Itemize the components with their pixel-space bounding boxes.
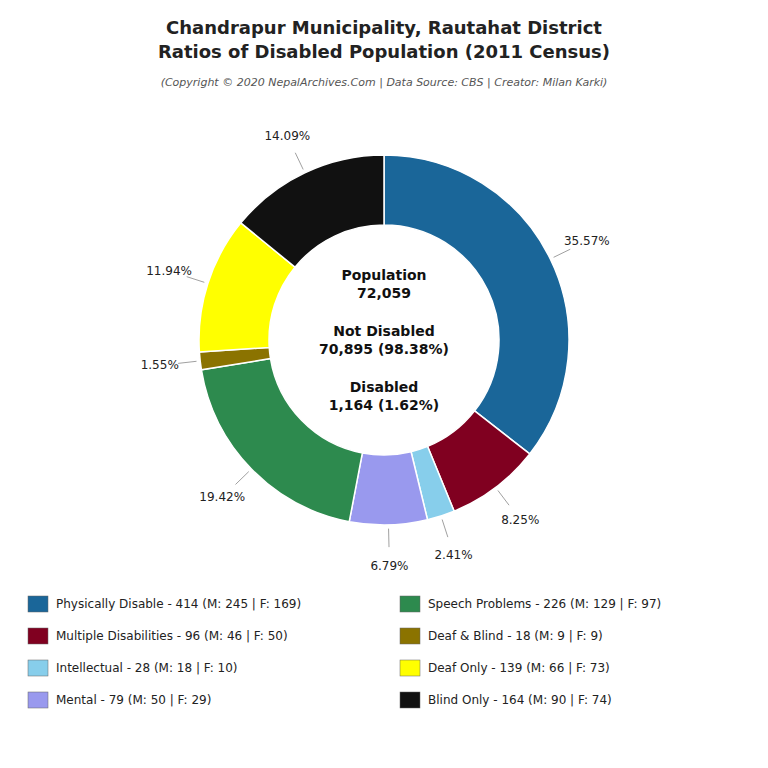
slices bbox=[199, 155, 569, 525]
leader-line bbox=[295, 153, 303, 170]
legend-label: Speech Problems - 226 (M: 129 | F: 97) bbox=[428, 597, 661, 611]
legend-label: Blind Only - 164 (M: 90 | F: 74) bbox=[428, 693, 612, 707]
data-label: 11.94% bbox=[146, 264, 192, 278]
legend-swatch bbox=[28, 628, 48, 644]
title: Chandrapur Municipality, Rautahat Distri… bbox=[158, 17, 610, 62]
legend-label: Physically Disable - 414 (M: 245 | F: 16… bbox=[56, 597, 301, 611]
data-label: 19.42% bbox=[199, 490, 245, 504]
leader-line bbox=[498, 490, 509, 505]
legend-swatch bbox=[400, 596, 420, 612]
legend-swatch bbox=[28, 596, 48, 612]
annotation: Disabled1,164 (1.62%) bbox=[329, 379, 440, 413]
data-label: 6.79% bbox=[370, 559, 408, 573]
annotation: Not Disabled70,895 (98.38%) bbox=[319, 323, 449, 357]
chart: Chandrapur Municipality, Rautahat Distri… bbox=[0, 0, 768, 768]
legend-label: Deaf & Blind - 18 (M: 9 | F: 9) bbox=[428, 629, 603, 643]
legend-swatch bbox=[400, 692, 420, 708]
leader-line bbox=[554, 249, 571, 257]
legend: Physically Disable - 414 (M: 245 | F: 16… bbox=[28, 596, 661, 708]
slice bbox=[241, 155, 384, 267]
data-label: 35.57% bbox=[564, 234, 610, 248]
legend-label: Multiple Disabilities - 96 (M: 46 | F: 5… bbox=[56, 629, 288, 643]
legend-swatch bbox=[28, 692, 48, 708]
annotation: Population72,059 bbox=[341, 267, 426, 301]
legend-label: Intellectual - 28 (M: 18 | F: 10) bbox=[56, 661, 238, 675]
legend-swatch bbox=[28, 660, 48, 676]
background bbox=[0, 0, 768, 768]
data-label: 2.41% bbox=[434, 548, 472, 562]
legend-label: Deaf Only - 139 (M: 66 | F: 73) bbox=[428, 661, 610, 675]
data-labels: 35.57% 8.25% 2.41% 6.79% 19.42% 1.55% 11.94% 14… bbox=[141, 129, 610, 573]
data-label: 14.09% bbox=[264, 129, 310, 143]
leader-line bbox=[235, 472, 248, 485]
legend-swatch bbox=[400, 628, 420, 644]
data-label: 8.25% bbox=[501, 513, 539, 527]
subtitle: (Copyright © 2020 NepalArchives.Com | Da… bbox=[161, 76, 608, 89]
data-label: 1.55% bbox=[141, 358, 179, 372]
leader-line bbox=[178, 361, 196, 363]
leader-line bbox=[442, 520, 448, 538]
legend-swatch bbox=[400, 660, 420, 676]
leader-line bbox=[388, 529, 389, 547]
legend-label: Mental - 79 (M: 50 | F: 29) bbox=[56, 693, 211, 707]
